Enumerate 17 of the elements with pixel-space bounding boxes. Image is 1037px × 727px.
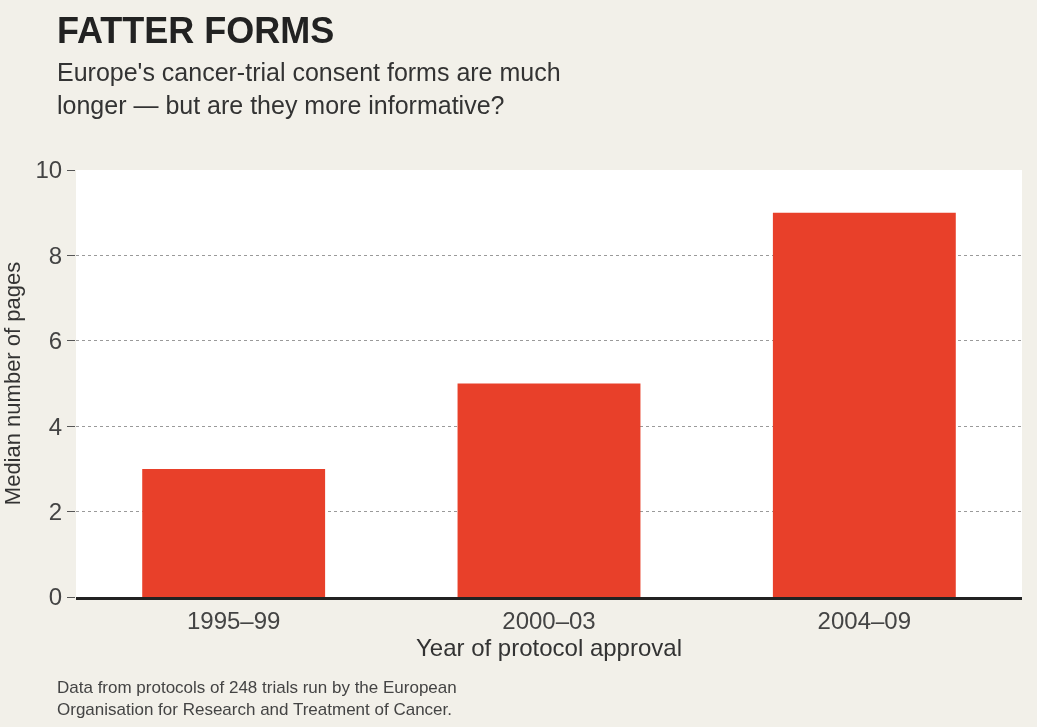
y-tick-label: 4 — [48, 412, 63, 440]
y-tick-label: 6 — [48, 327, 63, 355]
x-axis-title: Year of protocol approval — [416, 633, 682, 661]
bar — [142, 468, 326, 597]
bar — [457, 383, 641, 597]
x-tick-label: 2004–09 — [817, 606, 912, 634]
y-tick-label: 8 — [48, 241, 63, 269]
y-tick-label: 10 — [35, 156, 63, 184]
chart-subtitle: Europe's cancer-trial consent forms are much longer — but are they more informative? — [57, 58, 561, 119]
x-tick-label: 2000–03 — [502, 606, 596, 634]
bar — [772, 212, 956, 597]
y-tick-label: 2 — [48, 498, 63, 525]
y-axis-title: Median number of pages — [0, 261, 26, 506]
x-tick-label: 1995–99 — [186, 606, 281, 634]
text: Data from protocols of 248 trials run by the European Organisation for Research and Treatment of Cancer. — [57, 678, 457, 720]
y-tick-label: 0 — [48, 583, 63, 611]
chart-title: FATTER FORMS — [57, 10, 335, 51]
